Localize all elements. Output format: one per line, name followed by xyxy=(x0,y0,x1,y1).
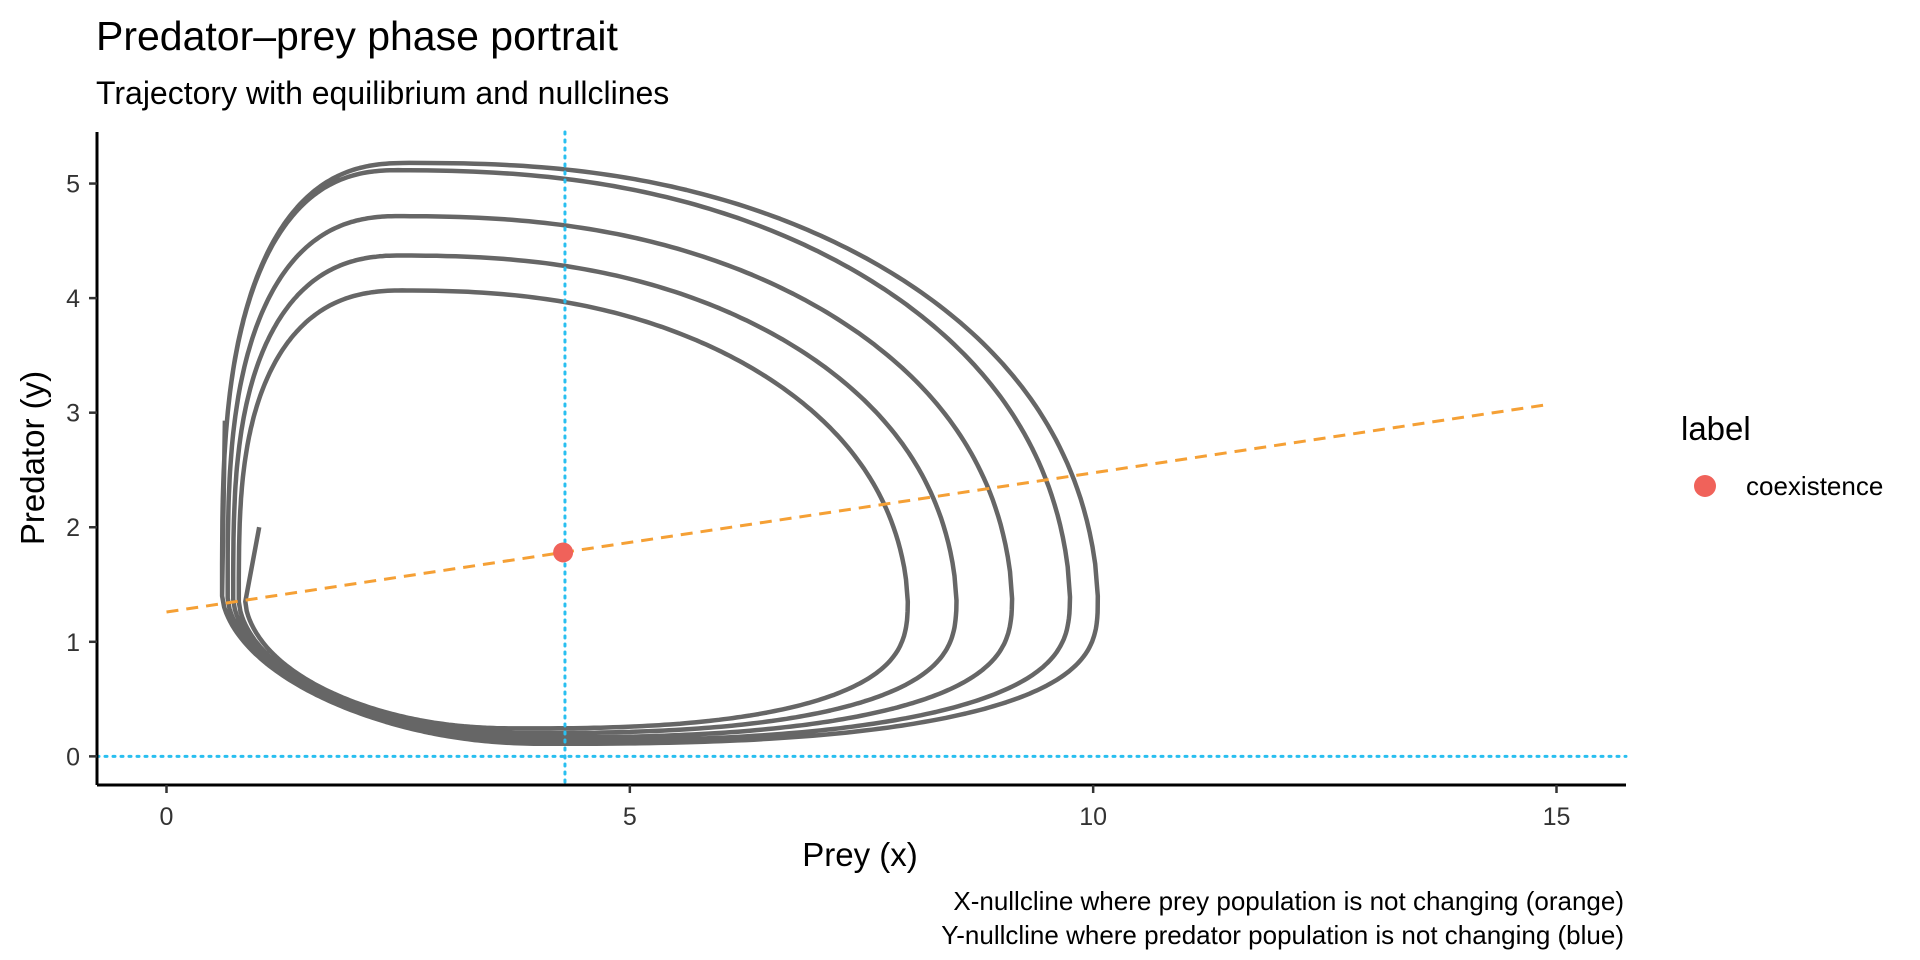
legend-label-coexistence: coexistence xyxy=(1746,471,1883,501)
y-tick-label: 0 xyxy=(66,743,80,771)
nullcline-layer xyxy=(95,130,1628,787)
legend-title: label xyxy=(1681,410,1751,447)
point-layer xyxy=(553,542,574,563)
legend: label coexistence xyxy=(1681,410,1883,501)
y-tick-label: 4 xyxy=(66,285,80,313)
trajectory-layer xyxy=(219,160,1101,747)
x-tick-label: 5 xyxy=(623,803,637,831)
x-axis-title: Prey (x) xyxy=(802,836,918,873)
y-tick-label: 5 xyxy=(66,171,80,199)
caption-y-nullcline: Y-nullcline where predator population is… xyxy=(941,920,1624,950)
x-tick-label: 0 xyxy=(160,803,174,831)
caption-x-nullcline: X-nullcline where prey population is not… xyxy=(953,886,1624,916)
equilibrium-point xyxy=(553,542,574,563)
x-nullcline-line xyxy=(166,403,1548,614)
y-tick-label: 2 xyxy=(66,514,80,542)
trajectory-line xyxy=(219,160,1101,747)
y-axis-title: Predator (y) xyxy=(14,371,51,545)
x-tick-label: 10 xyxy=(1079,803,1107,831)
y-tick-label: 1 xyxy=(66,629,80,657)
chart-title: Predator–prey phase portrait xyxy=(96,13,618,59)
legend-key-coexistence xyxy=(1694,475,1716,497)
x-tick-label: 15 xyxy=(1543,803,1571,831)
y-tick-label: 3 xyxy=(66,400,80,428)
chart-subtitle: Trajectory with equilibrium and nullclin… xyxy=(96,75,670,111)
axis-layer: 0 5 10 15 0 1 2 3 4 5 xyxy=(66,132,1626,831)
